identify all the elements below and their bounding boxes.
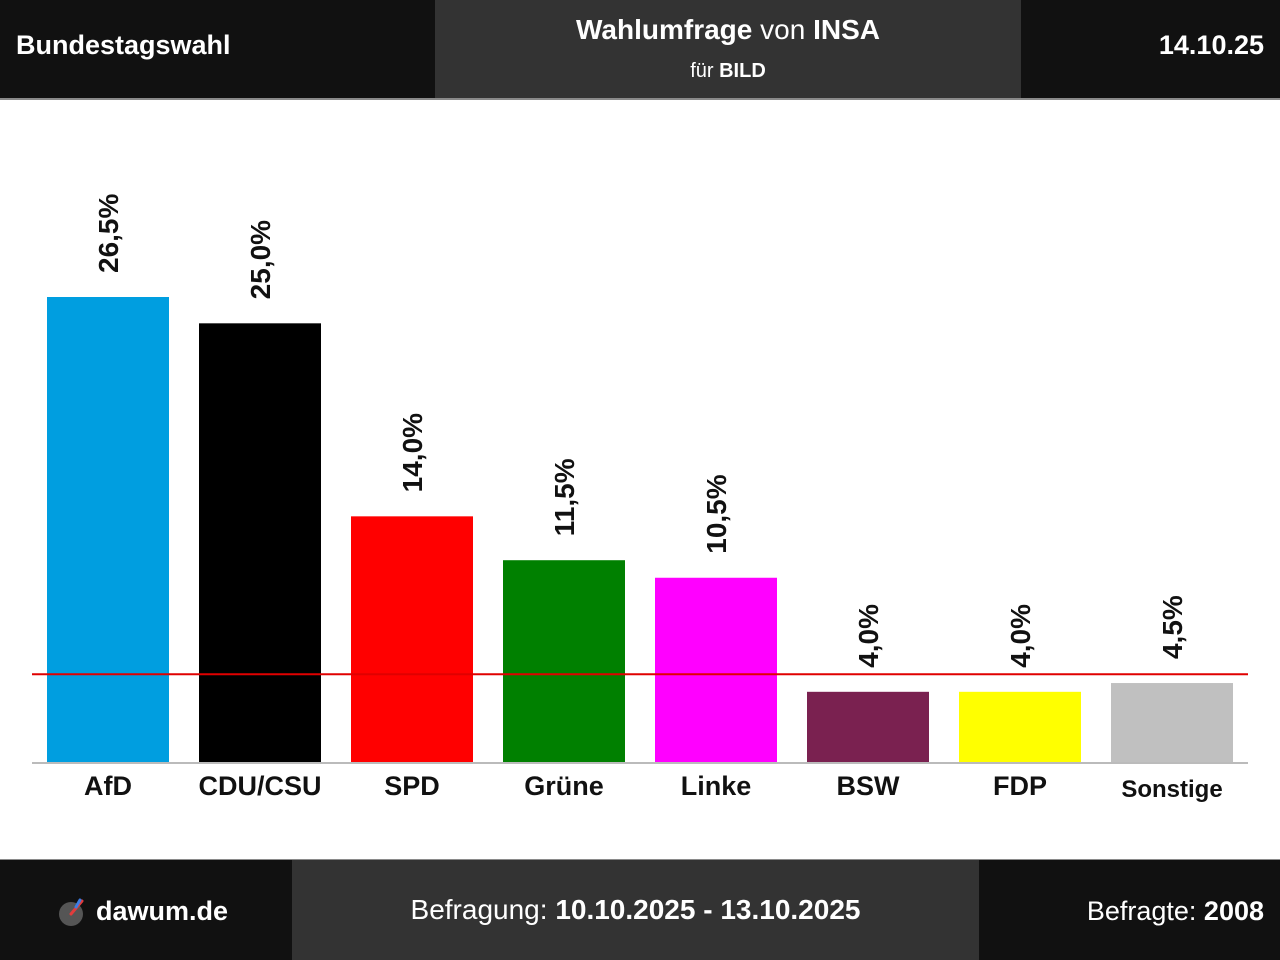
election-title: Bundestagswahl <box>16 30 231 60</box>
poll-title-bold: Wahlumfrage <box>576 14 753 45</box>
value-label-0: 26,5% <box>93 194 124 273</box>
poll-bar-chart: 26,5% AfD 25,0% CDU/CSU 14,0% SPD 11,5% Grüne 10… <box>32 194 1248 803</box>
header-bar: Bundestagswahl Wahlumfrage von INSA für … <box>0 0 1280 98</box>
pollster-name: INSA <box>813 14 880 45</box>
survey-period-label: Befragung: <box>410 894 548 925</box>
poll-title-connector: von <box>760 14 806 45</box>
category-label-2: SPD <box>384 771 440 801</box>
value-label-7: 4,5% <box>1157 595 1188 659</box>
poll-subtitle: für BILD <box>435 60 1021 83</box>
bar-7 <box>1111 683 1233 762</box>
category-label-5: BSW <box>837 771 901 801</box>
survey-period-value: 10.10.2025 - 13.10.2025 <box>555 894 861 925</box>
bar-0 <box>47 297 169 762</box>
poll-title: Wahlumfrage von INSA <box>435 14 1021 46</box>
client-name: BILD <box>719 60 766 82</box>
category-label-6: FDP <box>993 771 1047 801</box>
bar-1 <box>199 323 321 762</box>
brand[interactable]: dawum.de <box>58 896 228 927</box>
category-label-7: Sonstige <box>1121 776 1222 803</box>
footer-bar: dawum.de Befragung: 10.10.2025 - 13.10.2… <box>0 860 1280 960</box>
bar-6 <box>959 691 1081 762</box>
value-label-5: 4,0% <box>853 604 884 668</box>
publication-date: 14.10.25 <box>1158 30 1264 60</box>
value-label-2: 14,0% <box>397 413 428 492</box>
brand-name: dawum.de <box>96 896 229 926</box>
header-divider <box>0 98 1280 100</box>
value-label-6: 4,0% <box>1005 604 1036 668</box>
value-label-3: 11,5% <box>549 458 580 536</box>
bar-5 <box>807 691 929 762</box>
category-label-3: Grüne <box>524 771 604 801</box>
value-label-1: 25,0% <box>245 220 276 299</box>
survey-period-panel: Befragung: 10.10.2025 - 13.10.2025 <box>292 860 979 960</box>
respondents: Befragte: 2008 <box>1087 896 1264 927</box>
bar-3 <box>503 560 625 762</box>
bar-4 <box>655 577 777 762</box>
poll-title-panel: Wahlumfrage von INSA für BILD <box>435 0 1021 98</box>
value-label-4: 10,5% <box>701 474 732 553</box>
category-label-1: CDU/CSU <box>198 771 321 801</box>
dawum-logo-icon <box>59 898 84 926</box>
category-label-4: Linke <box>681 771 752 801</box>
bar-2 <box>351 516 473 762</box>
category-label-0: AfD <box>84 771 132 801</box>
respondents-label: Befragte: <box>1086 896 1197 926</box>
respondents-value: 2008 <box>1203 896 1264 926</box>
client-prefix: für <box>690 60 714 82</box>
